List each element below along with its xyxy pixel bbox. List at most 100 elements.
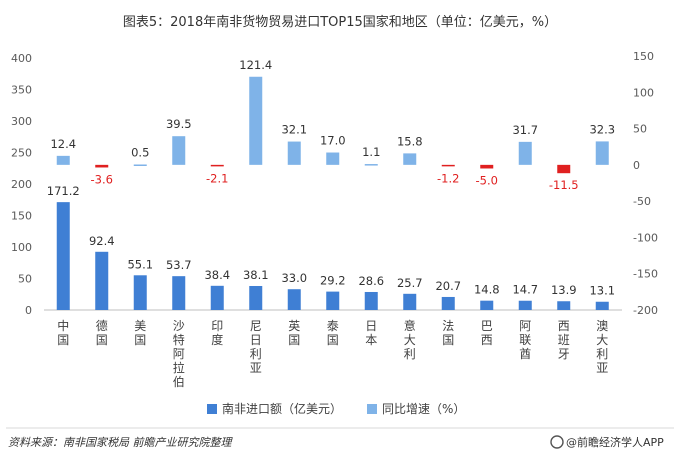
- category-label: 印度: [211, 319, 223, 347]
- growth-bar: [364, 164, 378, 166]
- amount-value-label: 14.8: [474, 283, 500, 297]
- category-label-char: 国: [96, 333, 108, 347]
- amount-bar: [557, 301, 571, 310]
- growth-bar: [172, 136, 186, 165]
- category-label-char: 泰: [327, 319, 339, 333]
- growth-bar: [557, 164, 571, 174]
- amount-value-label: 20.7: [435, 279, 461, 293]
- category-label: 中国: [57, 318, 69, 347]
- growth-value-label: -3.6: [91, 172, 113, 186]
- right-tick-label: -200: [633, 304, 658, 317]
- amount-bar: [326, 291, 340, 310]
- category-label: 德国: [96, 318, 108, 347]
- amount-value-label: 171.2: [47, 184, 80, 198]
- category-label-char: 利: [596, 347, 608, 361]
- right-tick-label: 100: [633, 86, 654, 99]
- amount-bar: [403, 293, 417, 310]
- category-label: 美国: [134, 319, 146, 347]
- growth-bar: [210, 164, 224, 167]
- amount-value-label: 92.4: [89, 234, 115, 248]
- category-label-char: 伯: [173, 374, 185, 389]
- amount-bar: [480, 300, 494, 310]
- category-label-char: 中: [57, 318, 69, 333]
- amount-bar: [172, 276, 186, 310]
- growth-value-label: 1.1: [362, 145, 380, 159]
- category-label-char: 大: [404, 333, 416, 347]
- category-label: 沙特阿拉伯: [173, 319, 185, 389]
- right-tick-label: 150: [633, 50, 654, 63]
- category-label-char: 日: [365, 319, 377, 333]
- growth-value-label: 15.8: [397, 134, 423, 148]
- category-label: 澳大利亚: [596, 319, 608, 375]
- amount-bar: [133, 275, 147, 310]
- growth-value-label: 32.1: [281, 123, 307, 137]
- category-label: 巴西: [481, 319, 493, 347]
- growth-bars: 12.4 -3.6 0.5 39.5 -2.1 121.4 32.1 17.0 1.1 15.8 -…: [50, 58, 615, 192]
- amount-value-label: 38.4: [204, 268, 230, 282]
- category-label-char: 国: [288, 333, 300, 347]
- growth-bar: [56, 155, 70, 165]
- growth-value-label: -2.1: [206, 171, 228, 185]
- category-label: 阿联酋: [519, 319, 531, 361]
- category-label-char: 澳: [596, 319, 608, 333]
- category-label: 法国: [442, 319, 454, 347]
- category-label-char: 特: [173, 332, 185, 347]
- category-label-char: 大: [596, 333, 608, 347]
- category-label-char: 班: [558, 333, 570, 347]
- right-axis-ticks: -200 -150 -100 -50 0 50 100 150: [633, 50, 658, 317]
- amount-value-label: 13.9: [551, 283, 577, 297]
- category-label-char: 沙: [173, 319, 185, 333]
- amount-bar: [95, 251, 109, 310]
- growth-value-label: 39.5: [166, 117, 192, 131]
- growth-value-label: 32.3: [589, 122, 615, 136]
- category-label-char: 牙: [558, 347, 570, 361]
- legend-swatch-amount: [207, 404, 217, 414]
- amount-bar: [364, 291, 378, 310]
- growth-bar: [287, 141, 301, 165]
- amount-bars: 171.2 92.4 55.1 53.7 38.4 38.1 33.0 29.2 28.6 25.…: [47, 184, 615, 310]
- growth-value-label: 0.5: [131, 145, 149, 159]
- right-tick-label: -150: [633, 268, 658, 281]
- amount-value-label: 55.1: [127, 257, 153, 271]
- category-label-char: 拉: [173, 360, 185, 375]
- left-axis-ticks: 0 50 100 150 200 250 300 350 400: [11, 52, 32, 317]
- category-label-char: 西: [558, 319, 570, 333]
- growth-bar: [480, 164, 494, 169]
- left-tick-label: 100: [11, 241, 32, 254]
- category-label-char: 联: [519, 333, 531, 347]
- growth-value-label: -11.5: [549, 178, 579, 192]
- category-label-char: 德: [96, 318, 108, 333]
- growth-value-label: -5.0: [476, 173, 498, 187]
- category-label-char: 印: [211, 319, 223, 333]
- legend-label-amount: 南非进口额（亿美元）: [222, 401, 342, 416]
- amount-value-label: 33.0: [281, 271, 307, 285]
- category-label: 泰国: [327, 319, 339, 347]
- growth-value-label: 31.7: [512, 123, 538, 137]
- amount-value-label: 13.1: [589, 284, 615, 298]
- amount-value-label: 25.7: [397, 276, 423, 290]
- category-label-char: 度: [211, 332, 223, 347]
- brand-logo-icon: [550, 435, 564, 449]
- legend-label-growth: 同比增速（%）: [382, 402, 465, 416]
- category-label-char: 国: [57, 333, 69, 347]
- growth-bar: [326, 152, 340, 165]
- growth-bar: [441, 164, 455, 167]
- source-note: 资料来源：南非国家税局 前瞻产业研究院整理: [8, 436, 233, 449]
- amount-value-label: 28.6: [358, 274, 384, 288]
- amount-value-label: 53.7: [166, 258, 192, 272]
- left-tick-label: 250: [11, 147, 32, 160]
- legend-swatch-growth: [367, 404, 377, 414]
- right-tick-label: -50: [633, 195, 651, 208]
- left-tick-label: 400: [11, 52, 32, 65]
- category-label-char: 利: [250, 347, 262, 361]
- category-label-char: 利: [404, 347, 416, 361]
- amount-bar: [595, 301, 609, 310]
- left-tick-label: 150: [11, 210, 32, 223]
- amount-bar: [518, 300, 532, 310]
- category-label-char: 阿: [173, 347, 185, 361]
- category-label: 意大利: [404, 318, 416, 361]
- category-label-char: 阿: [519, 319, 531, 333]
- left-tick-label: 50: [18, 273, 32, 286]
